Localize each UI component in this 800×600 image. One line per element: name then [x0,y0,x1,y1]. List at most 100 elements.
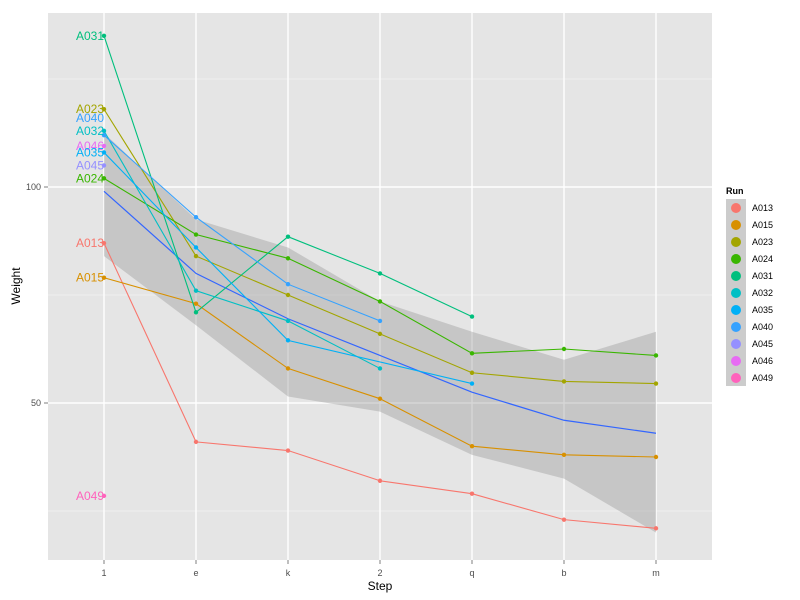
run-label-a045: A045 [76,158,104,172]
x-tick-label: e [193,568,198,578]
data-point-a040 [377,318,383,324]
data-point-a015 [653,454,659,460]
data-point-a024 [285,256,291,261]
data-point-a015 [285,366,291,371]
data-point-a040 [285,282,291,287]
data-point-a023 [101,107,107,112]
x-tick-label: q [469,568,474,578]
legend-label-a049: A049 [752,373,773,383]
run-label-a023: A023 [76,102,104,116]
legend-label-a032: A032 [752,288,773,298]
series-line-a035 [103,152,473,385]
run-label-a031: A031 [76,29,104,43]
data-point-a024 [469,351,475,356]
data-point-a015 [193,301,199,306]
legend-label-a024: A024 [752,254,773,264]
data-point-a015 [561,452,567,458]
x-axis-ticks: 1 e k 2 q b m [101,560,660,578]
data-point-a024 [561,346,567,352]
data-point-a023 [193,253,199,259]
data-point-a024 [377,299,383,304]
legend: Run A013 A015 A023 A024 A031 A032 A035 A040 A045… [726,186,773,386]
run-label-a046: A046 [76,139,104,153]
run-label-a049: A049 [76,489,104,503]
legend-title: Run [726,186,744,196]
legend-key-a023 [731,237,741,247]
data-point-a023 [653,381,659,386]
series-line-a040 [103,134,381,322]
legend-label-a035: A035 [752,305,773,315]
legend-label-a046: A046 [752,356,773,366]
data-point-a023 [377,331,383,337]
legend-key-a035 [731,305,741,315]
data-point-a023 [469,370,475,375]
data-point-a015 [377,396,383,401]
y-tick-label: 100 [26,182,41,192]
data-point-a035 [193,245,199,250]
data-point-a031 [101,33,107,38]
run-label-a040: A040 [76,111,104,125]
legend-label-a040: A040 [752,322,773,332]
run-label-a035: A035 [76,145,104,159]
data-point-a032 [377,366,383,371]
data-point-a032 [285,318,291,324]
legend-key-a013 [731,203,741,213]
data-point-a032 [101,128,107,134]
data-point-a024 [653,353,659,358]
legend-key-a032 [731,288,741,298]
data-point-a035 [101,150,107,155]
run-label-a032: A032 [76,124,104,138]
data-point-a023 [561,379,567,384]
y-axis-ticks: 50 100 [26,182,48,408]
data-point-a013 [101,240,107,246]
x-tick-label: b [561,568,566,578]
data-point-a031 [469,314,475,319]
data-point-a015 [101,275,107,280]
data-point-a032 [193,288,199,293]
data-point-a035 [469,381,475,386]
legend-label-a023: A023 [752,237,773,247]
run-label-a013: A013 [76,236,104,250]
legend-label-a013: A013 [752,203,773,213]
data-point-a013 [561,517,567,522]
x-tick-label: 1 [101,568,106,578]
data-point-a024 [101,176,107,181]
data-point-a031 [193,310,199,315]
data-point-a013 [469,491,475,496]
x-tick-label: 2 [377,568,382,578]
legend-key-a024 [731,254,741,264]
legend-key-a015 [731,220,741,230]
y-tick-label: 50 [31,398,41,408]
x-tick-label: k [286,568,291,578]
smooth-trend-line [103,190,657,434]
legend-label-a015: A015 [752,220,773,230]
major-gridlines [48,13,712,560]
run-label-a024: A024 [76,171,104,185]
data-point-a023 [285,292,291,298]
run-label-a015: A015 [76,271,104,285]
legend-key-a031 [731,271,741,281]
legend-label-a031: A031 [752,271,773,281]
x-tick-label: m [652,568,660,578]
data-point-a013 [193,439,199,445]
series-line-a032 [103,130,381,369]
data-point-a031 [377,271,383,276]
data-point-a013 [377,478,383,483]
legend-key-a045 [731,339,741,349]
data-point-a049 [101,493,107,499]
legend-key-a049 [731,373,741,383]
x-axis-title: Step [368,579,393,593]
legend-label-a045: A045 [752,339,773,349]
data-point-a040 [193,215,199,220]
data-point-a040 [101,132,107,138]
legend-items: A013 A015 A023 A024 A031 A032 A035 A040 A045 A046… [726,199,773,386]
series-points [101,33,659,531]
data-point-a035 [285,338,291,343]
data-point-a046 [101,143,107,149]
data-point-a024 [193,232,199,237]
data-point-a031 [285,234,291,239]
legend-key-a046 [731,356,741,366]
legend-key-a040 [731,322,741,332]
